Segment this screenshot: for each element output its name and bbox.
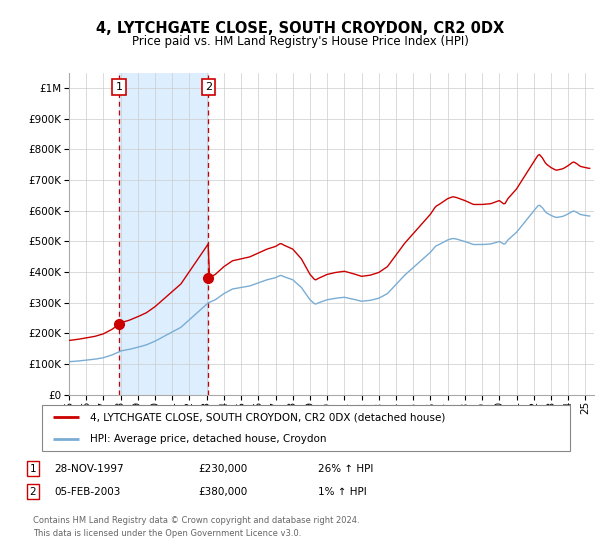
Text: HPI: Average price, detached house, Croydon: HPI: Average price, detached house, Croy… [89,435,326,444]
Text: Contains HM Land Registry data © Crown copyright and database right 2024.: Contains HM Land Registry data © Crown c… [33,516,359,525]
Text: 1: 1 [116,82,122,92]
Text: 05-FEB-2003: 05-FEB-2003 [54,487,121,497]
Text: 2: 2 [205,82,212,92]
FancyBboxPatch shape [42,405,570,451]
Text: 1: 1 [29,464,37,474]
Text: This data is licensed under the Open Government Licence v3.0.: This data is licensed under the Open Gov… [33,529,301,538]
Text: 26% ↑ HPI: 26% ↑ HPI [318,464,373,474]
Text: 4, LYTCHGATE CLOSE, SOUTH CROYDON, CR2 0DX: 4, LYTCHGATE CLOSE, SOUTH CROYDON, CR2 0… [96,21,504,36]
Text: £230,000: £230,000 [198,464,247,474]
Text: £380,000: £380,000 [198,487,247,497]
Text: 1% ↑ HPI: 1% ↑ HPI [318,487,367,497]
Text: 28-NOV-1997: 28-NOV-1997 [54,464,124,474]
Bar [119,73,208,395]
Text: 2: 2 [29,487,37,497]
Text: 4, LYTCHGATE CLOSE, SOUTH CROYDON, CR2 0DX (detached house): 4, LYTCHGATE CLOSE, SOUTH CROYDON, CR2 0… [89,412,445,422]
Text: Price paid vs. HM Land Registry's House Price Index (HPI): Price paid vs. HM Land Registry's House … [131,35,469,48]
